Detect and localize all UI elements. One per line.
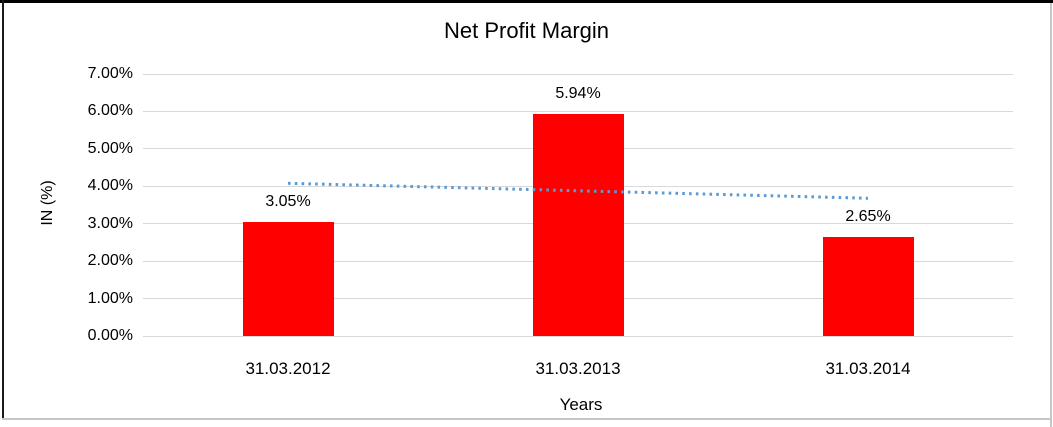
y-tick-label: 4.00% (87, 177, 133, 195)
x-axis-title: Years (559, 395, 603, 414)
y-tick-label: 1.00% (87, 289, 133, 307)
gridline (143, 335, 1013, 337)
gridline (143, 110, 1013, 112)
y-tick-label: 0.00% (87, 327, 133, 344)
y-tick-label: 7.00% (87, 65, 133, 82)
y-tick-label: 3.00% (87, 214, 133, 232)
y-tick-label: 5.00% (87, 139, 133, 157)
y-tick-label: 6.00% (87, 102, 133, 120)
x-tick-label: 31.03.2013 (535, 359, 621, 378)
frame-border-top (0, 0, 1053, 3)
y-tick-label: 2.00% (87, 252, 133, 270)
x-tick-label: 31.03.2014 (825, 359, 911, 378)
bar-value-label: 5.94% (555, 84, 601, 102)
bar (822, 236, 914, 336)
frame-border-right (1050, 3, 1052, 427)
frame-border-left (2, 0, 4, 418)
gridline (143, 73, 1013, 75)
bar-value-label: 3.05% (265, 192, 311, 210)
bar (532, 113, 624, 336)
bar-value-label: 2.65% (845, 207, 891, 225)
frame-border-bottom (2, 418, 1050, 420)
x-tick-label: 31.03.2012 (245, 359, 331, 378)
chart-title: Net Profit Margin (443, 18, 610, 43)
bar (242, 221, 334, 336)
